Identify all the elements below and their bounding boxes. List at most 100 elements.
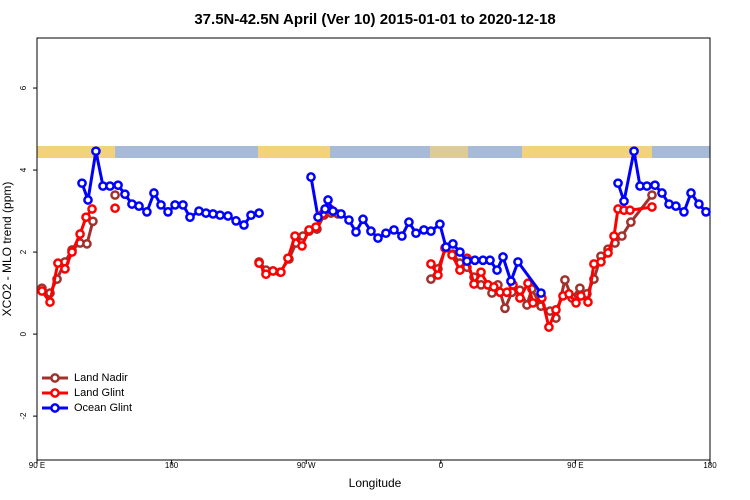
data-point: [185, 212, 195, 223]
data-point: [694, 199, 704, 209]
x-tick-label: 180: [165, 461, 179, 470]
data-point: [626, 217, 636, 227]
x-tick-label: 180: [703, 461, 717, 470]
data-point: [455, 265, 465, 275]
data-point: [142, 207, 152, 217]
data-point: [215, 210, 225, 221]
data-point: [433, 270, 443, 280]
data-point: [671, 201, 681, 211]
land-band: [258, 146, 330, 158]
data-point: [576, 291, 586, 301]
data-point: [306, 172, 316, 182]
data-point: [564, 289, 574, 299]
data-point: [448, 239, 458, 249]
data-point: [560, 275, 570, 285]
data-point: [323, 195, 333, 205]
data-point: [105, 181, 115, 191]
data-point: [239, 220, 249, 230]
data-point: [366, 226, 376, 237]
chart-title: 37.5N-42.5N April (Ver 10) 2015-01-01 to…: [194, 11, 555, 28]
data-point: [536, 288, 546, 298]
data-point: [82, 239, 92, 249]
x-axis-label: Longitude: [349, 476, 402, 490]
land-ocean-strip: [37, 146, 710, 158]
data-point: [110, 203, 120, 214]
data-point: [571, 298, 581, 308]
data-point: [113, 180, 123, 191]
data-point: [492, 265, 502, 275]
land-band: [37, 146, 115, 158]
data-point: [701, 207, 711, 217]
data-point: [77, 178, 87, 189]
y-tick-label: 4: [19, 167, 28, 172]
data-point: [619, 196, 629, 207]
data-point: [657, 188, 667, 198]
data-point: [231, 216, 241, 226]
data-point: [149, 188, 159, 198]
data-point: [470, 255, 480, 266]
data-point: [397, 231, 407, 241]
data-point: [513, 257, 523, 267]
y-tick-label: 6: [19, 85, 28, 90]
legend: Land Nadir Land Glint Ocean Glint: [42, 372, 132, 414]
data-point: [268, 266, 278, 276]
legend-label: Land Glint: [74, 387, 124, 399]
data-point: [67, 247, 77, 257]
data-point: [60, 264, 70, 274]
data-point: [506, 276, 516, 287]
y-tick-label: -2: [19, 412, 28, 420]
data-point: [344, 215, 354, 225]
data-point: [313, 212, 323, 223]
data-point: [435, 219, 445, 230]
data-point: [515, 293, 525, 303]
data-point: [500, 303, 510, 314]
y-tick-label: 2: [19, 249, 28, 254]
data-point: [336, 209, 346, 219]
data-point: [297, 241, 307, 251]
data-point: [528, 298, 538, 308]
legend-label: Land Nadir: [74, 372, 128, 384]
data-point: [462, 256, 472, 266]
data-point: [351, 227, 361, 237]
data-point: [81, 212, 91, 223]
data-point: [178, 200, 188, 210]
data-point: [650, 180, 660, 191]
data-point: [647, 202, 657, 212]
x-tick-label: 0: [439, 461, 444, 470]
data-point: [373, 233, 383, 243]
data-point: [283, 253, 293, 264]
data-point: [389, 225, 399, 235]
land-band: [522, 146, 652, 158]
legend-marker: [50, 373, 60, 383]
data-point: [629, 146, 639, 157]
data-point: [83, 195, 93, 205]
data-point: [311, 222, 321, 232]
data-point: [290, 231, 300, 241]
data-point: [170, 200, 180, 210]
data-point: [246, 210, 256, 221]
data-point: [551, 305, 561, 315]
data-point: [502, 287, 512, 298]
data-point: [37, 286, 47, 296]
data-point: [328, 206, 338, 216]
data-point: [411, 228, 421, 239]
data-point: [613, 178, 623, 189]
data-point: [120, 189, 130, 200]
data-point: [91, 146, 101, 157]
data-point: [156, 200, 166, 210]
data-point: [583, 297, 593, 307]
plot-frame: [36, 37, 711, 461]
data-point: [75, 229, 85, 239]
data-point: [523, 278, 533, 289]
data-point: [489, 282, 499, 292]
data-point: [603, 248, 613, 258]
data-point: [254, 208, 264, 218]
data-point: [575, 283, 585, 294]
data-point: [679, 207, 689, 217]
data-point: [381, 228, 391, 239]
data-point: [134, 201, 144, 211]
data-point: [426, 274, 436, 284]
data-point: [276, 267, 286, 278]
x-tick-label: 90 E: [29, 461, 45, 470]
